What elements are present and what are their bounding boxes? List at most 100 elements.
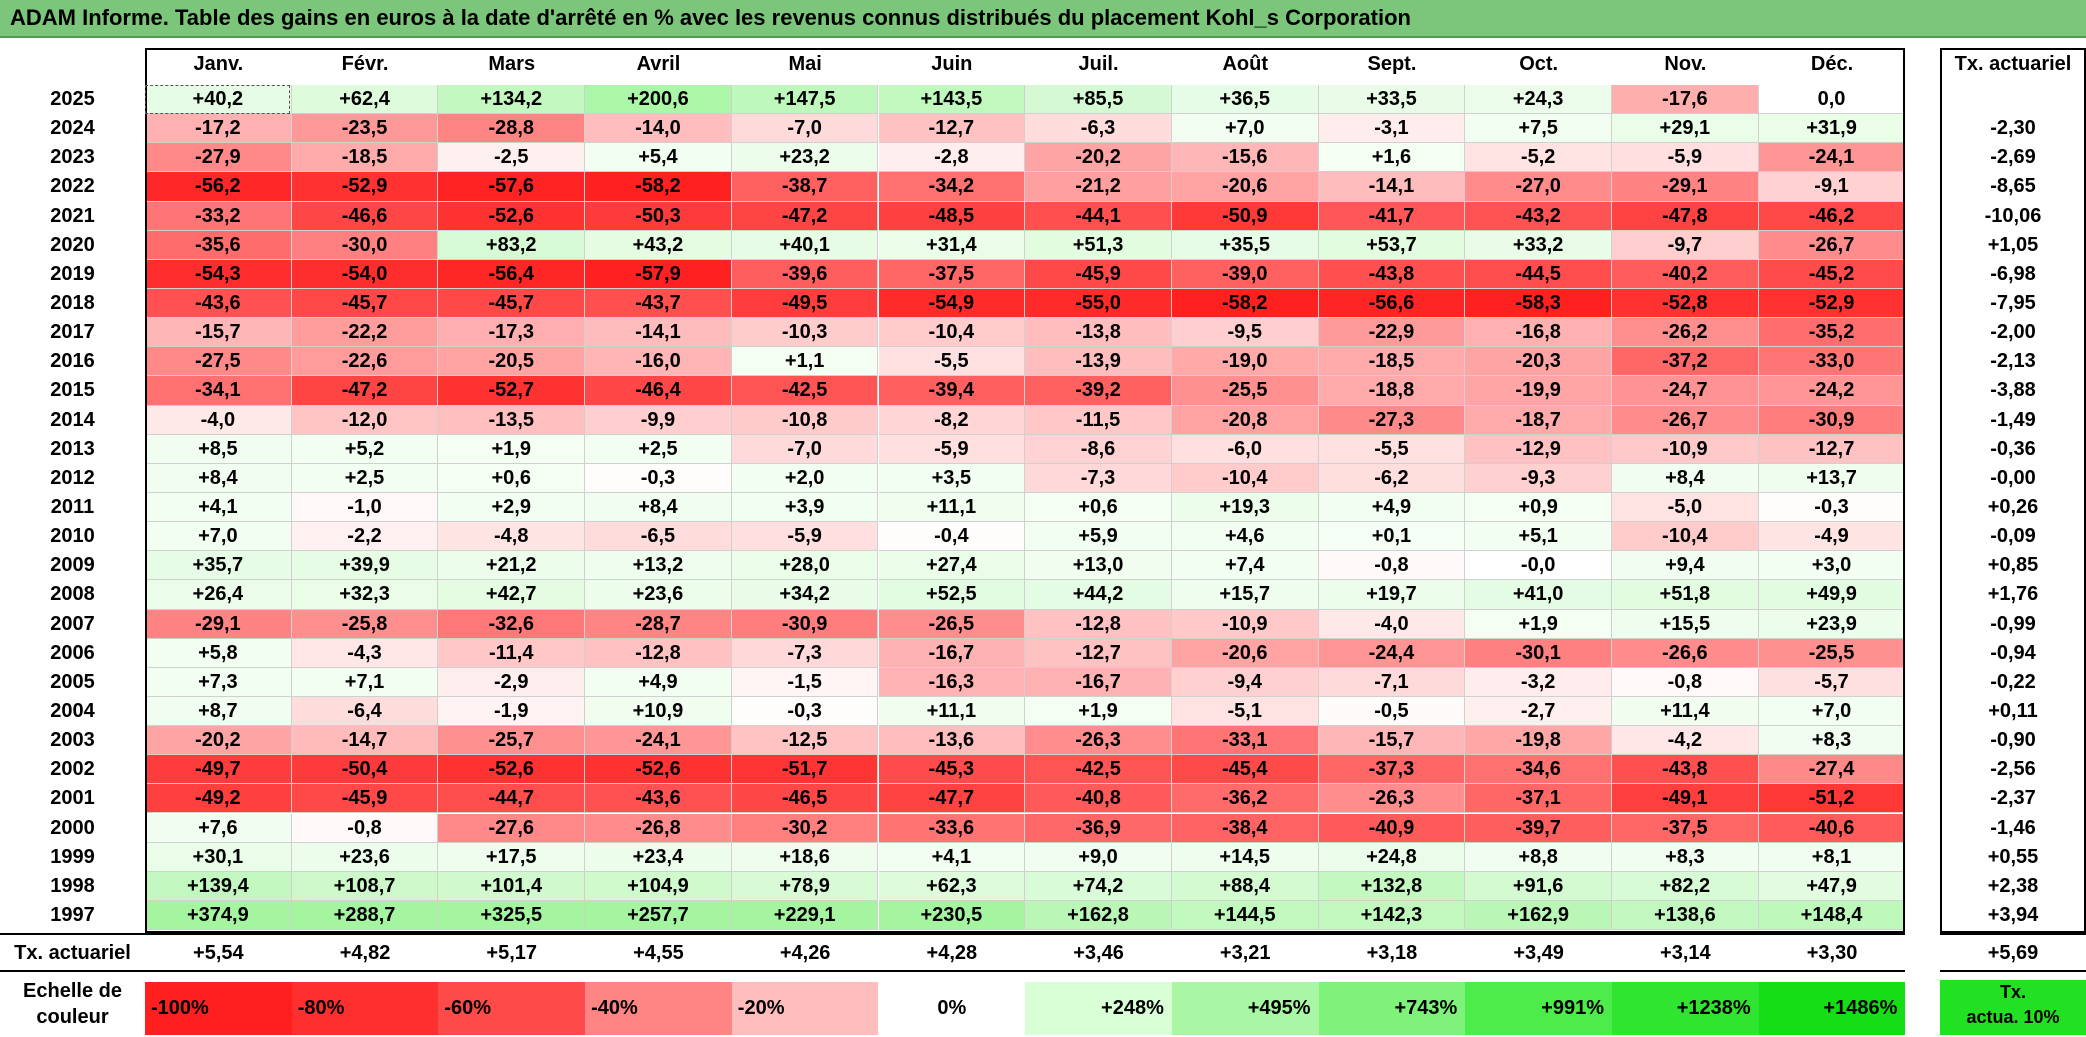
annual-rate-cell: -10,06 xyxy=(1984,204,2042,227)
gain-cell: -20,2 xyxy=(1025,143,1172,173)
gain-cell: -24,1 xyxy=(585,726,732,756)
gain-cell: +19,3 xyxy=(1171,492,1319,523)
gain-cell: -10,4 xyxy=(1171,463,1319,493)
gain-cell: -13,8 xyxy=(1025,318,1172,348)
gain-cell: +23,6 xyxy=(585,580,732,610)
gain-cell: -4,8 xyxy=(438,522,586,552)
year-label: 2016 xyxy=(50,350,95,373)
tx-row-cell: +4,26 xyxy=(779,942,831,964)
gain-cell: +2,5 xyxy=(585,434,732,464)
color-scale-step: +743% xyxy=(1318,982,1466,1035)
annual-rate-cell: -6,98 xyxy=(1990,262,2036,285)
color-scale-step: +1486% xyxy=(1758,982,1906,1035)
gain-cell: +15,5 xyxy=(1612,609,1759,639)
gain-cell: -26,3 xyxy=(1318,784,1466,814)
tx-row-cell: +3,49 xyxy=(1513,942,1564,964)
year-label: 2019 xyxy=(50,262,95,285)
gain-cell: -24,1 xyxy=(1758,143,1906,173)
annual-rate-cell: -0,22 xyxy=(1990,670,2036,693)
gain-cell: -15,7 xyxy=(1318,726,1466,756)
year-label: 2017 xyxy=(50,321,95,344)
gain-cell: -9,7 xyxy=(1612,230,1759,260)
gain-cell: +162,8 xyxy=(1025,900,1172,931)
gain-cell: +144,5 xyxy=(1171,900,1319,931)
gain-cell: +52,5 xyxy=(878,580,1026,610)
gain-cell: -14,1 xyxy=(1318,172,1466,202)
gain-cell: -2,9 xyxy=(438,667,586,697)
gain-cell: -49,5 xyxy=(731,288,879,319)
gain-cell: +43,2 xyxy=(585,230,732,260)
gain-cell: -12,8 xyxy=(585,638,732,668)
year-label: 2006 xyxy=(50,641,95,664)
gain-cell: +7,0 xyxy=(1758,696,1906,727)
gain-cell: -27,4 xyxy=(1758,755,1906,785)
color-scale-step: -80% xyxy=(291,982,439,1035)
gain-cell: -30,1 xyxy=(1465,638,1612,668)
gain-cell: -41,7 xyxy=(1318,201,1466,231)
gain-cell: -58,2 xyxy=(1171,288,1319,319)
gain-cell: -40,2 xyxy=(1612,259,1759,289)
gain-cell: -49,7 xyxy=(145,755,292,785)
annual-rate-cell: -0,36 xyxy=(1990,437,2036,460)
annual-rate-cell: -2,69 xyxy=(1990,146,2036,169)
annual-rate-cell: -0,99 xyxy=(1990,612,2036,635)
annual-rate-cell: -0,90 xyxy=(1990,729,2036,752)
gain-cell: +8,4 xyxy=(1612,463,1759,493)
gain-cell: -22,6 xyxy=(291,347,439,377)
annual-rate-cell: +0,26 xyxy=(1987,495,2039,518)
gain-cell: -8,6 xyxy=(1025,434,1172,464)
annual-rate-cell: -2,30 xyxy=(1990,117,2036,140)
gain-cell: -16,7 xyxy=(878,638,1026,668)
gain-cell: -3,1 xyxy=(1318,114,1466,144)
gain-cell: -45,9 xyxy=(1025,259,1172,289)
color-scale-step: +1238% xyxy=(1612,982,1759,1035)
gain-cell: -51,2 xyxy=(1758,784,1906,814)
gain-cell: +26,4 xyxy=(145,580,292,610)
year-label: 2011 xyxy=(50,495,95,518)
gain-cell: -40,8 xyxy=(1025,784,1172,814)
color-scale-label-line2: couleur xyxy=(36,1006,109,1028)
gain-cell: -33,1 xyxy=(1171,726,1319,756)
gain-cell: -47,8 xyxy=(1612,201,1759,231)
gain-cell: -46,2 xyxy=(1758,201,1906,231)
annual-rate-cell: +1,05 xyxy=(1987,233,2039,256)
gain-cell: +142,3 xyxy=(1318,900,1466,931)
gain-cell: -0,8 xyxy=(1318,551,1466,581)
gain-cell: -56,4 xyxy=(438,259,586,289)
gain-cell: -7,3 xyxy=(1025,463,1172,493)
annual-rate-cell: -2,37 xyxy=(1990,787,2036,810)
year-label: 2007 xyxy=(50,612,95,635)
annual-rate-cell: -2,13 xyxy=(1990,350,2036,373)
year-label: 2002 xyxy=(50,758,95,781)
annual-rate-header: Tx. actuariel xyxy=(1954,53,2072,75)
gain-cell: -5,9 xyxy=(1612,143,1759,173)
gain-cell: +49,9 xyxy=(1758,580,1906,610)
gain-cell: -57,6 xyxy=(438,172,586,202)
gain-cell: -10,8 xyxy=(731,405,879,435)
annual-rate-cell: -1,46 xyxy=(1990,816,2036,839)
gain-cell: -16,7 xyxy=(1025,667,1172,697)
annual-rate-cell: -3,88 xyxy=(1990,379,2036,402)
annual-rate-cell: -0,09 xyxy=(1990,525,2036,548)
tx-row-cell: +4,55 xyxy=(633,942,684,964)
gain-cell: -45,7 xyxy=(291,288,439,319)
year-label: 2013 xyxy=(50,437,95,460)
gain-cell: +143,5 xyxy=(878,85,1026,115)
gain-cell: -0,8 xyxy=(291,813,439,843)
gain-cell: +3,0 xyxy=(1758,551,1906,581)
gain-cell: -5,5 xyxy=(1318,434,1466,464)
tx-row-annual: +5,69 xyxy=(1987,942,2039,964)
gain-cell: -16,0 xyxy=(585,347,732,377)
gain-cell: -4,0 xyxy=(145,405,292,435)
gain-cell: +44,2 xyxy=(1025,580,1172,610)
tx-annual-bottom-border xyxy=(1940,970,2086,972)
gain-cell: +7,5 xyxy=(1465,114,1612,144)
annual-rate-cell: -1,49 xyxy=(1990,408,2036,431)
gain-cell: -7,0 xyxy=(731,434,879,464)
year-label: 2009 xyxy=(50,554,95,577)
gain-cell: -12,7 xyxy=(1758,434,1906,464)
gain-cell: +15,7 xyxy=(1171,580,1319,610)
gain-cell: -47,2 xyxy=(731,201,879,231)
gain-cell: -12,0 xyxy=(291,405,439,435)
gain-cell: +4,9 xyxy=(585,667,732,697)
